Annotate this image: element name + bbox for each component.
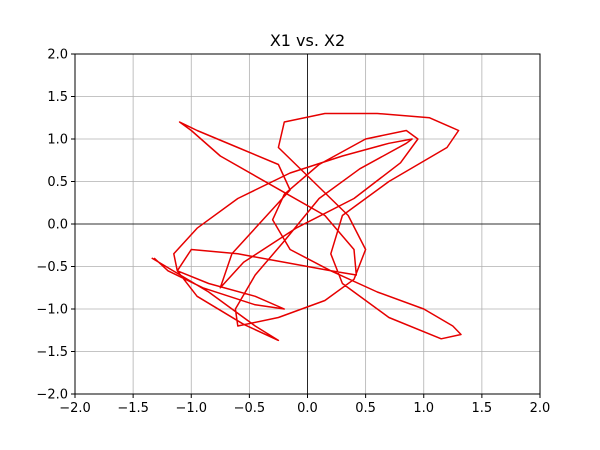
- y-tick-label-8: 2.0: [47, 48, 68, 63]
- chart-title: X1 vs. X2: [270, 31, 345, 50]
- series-layer: [151, 112, 462, 342]
- y-tick-label-6: 1.0: [47, 133, 68, 148]
- y-tick-label-3: −0.5: [36, 260, 68, 275]
- y-tick-label-7: 1.5: [47, 90, 68, 105]
- y-tick-label-5: 0.5: [47, 175, 68, 190]
- x-tick-label-4: 0.0: [297, 401, 318, 416]
- x-tick-label-0: −2.0: [59, 401, 91, 416]
- x-tick-label-1: −1.5: [117, 401, 149, 416]
- zero-lines: [75, 54, 540, 394]
- y-tick-label-0: −2.0: [36, 388, 68, 403]
- y-tick-label-1: −1.5: [36, 345, 68, 360]
- series-line-0: [151, 112, 462, 342]
- x-tick-label-7: 1.5: [472, 401, 493, 416]
- x-tick-label-5: 0.5: [355, 401, 376, 416]
- y-tick-label-2: −1.0: [36, 303, 68, 318]
- tick-layer: −2.0 −1.5 −1.0 −0.5 0.0 0.5 1.0 1.5 2.0 −2.0 −1.5 −…: [36, 48, 550, 417]
- x-tick-label-6: 1.0: [413, 401, 434, 416]
- x-tick-label-2: −1.0: [175, 401, 207, 416]
- y-tick-label-4: 0.0: [47, 218, 68, 233]
- x-tick-label-8: 2.0: [530, 401, 551, 416]
- x-tick-label-3: −0.5: [234, 401, 266, 416]
